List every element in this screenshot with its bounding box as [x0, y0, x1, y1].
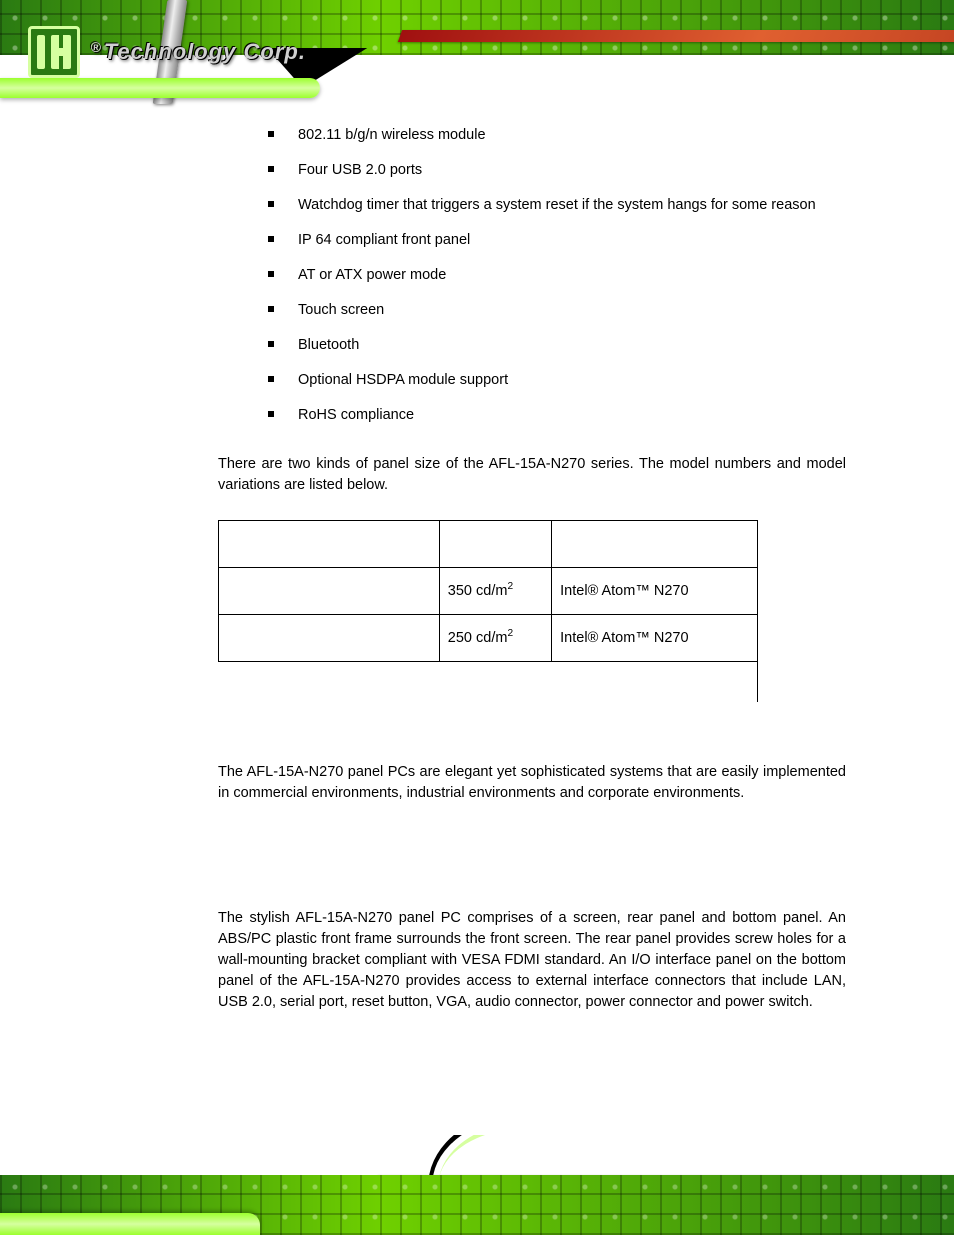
table-cell-cpu: Intel® Atom™ N270	[552, 568, 758, 615]
section-gap	[218, 828, 846, 908]
paragraph-stylish: The stylish AFL-15A-N270 panel PC compri…	[218, 908, 846, 1013]
table-cell-cpu: Intel® Atom™ N270	[552, 615, 758, 662]
table-cell-brightness: 250 cd/m2	[439, 615, 551, 662]
list-item: Optional HSDPA module support	[268, 370, 846, 391]
list-item-text: 802.11 b/g/n wireless module	[298, 127, 486, 143]
table-row: 250 cd/m2 Intel® Atom™ N270	[219, 615, 758, 662]
list-item-text: Four USB 2.0 ports	[298, 162, 422, 178]
list-item: Touch screen	[268, 300, 846, 321]
list-item: Bluetooth	[268, 335, 846, 356]
list-item-text: Touch screen	[298, 302, 384, 318]
list-item: 802.11 b/g/n wireless module	[268, 125, 846, 146]
list-item: RoHS compliance	[268, 405, 846, 426]
list-item-text: Optional HSDPA module support	[298, 372, 508, 388]
header-red-stripe	[398, 30, 954, 42]
model-table: 350 cd/m2 Intel® Atom™ N270 250 cd/m2 In…	[218, 520, 758, 662]
table-header-row	[219, 521, 758, 568]
feature-bullet-list: 802.11 b/g/n wireless module Four USB 2.…	[218, 125, 846, 426]
table-row: 350 cd/m2 Intel® Atom™ N270	[219, 568, 758, 615]
footer-banner	[0, 1135, 954, 1235]
list-item: Four USB 2.0 ports	[268, 160, 846, 181]
table-header-cell	[552, 521, 758, 568]
table-cell-brightness: 350 cd/m2	[439, 568, 551, 615]
footer-lime-stripe	[0, 1213, 260, 1235]
brand-logo: ®Technology Corp.	[28, 26, 358, 86]
brand-logo-text: ®Technology Corp.	[90, 39, 306, 65]
page-content: 802.11 b/g/n wireless module Four USB 2.…	[218, 125, 846, 1037]
brand-logo-label: Technology Corp.	[104, 39, 306, 64]
table-cell-model	[219, 568, 440, 615]
table-header-cell	[439, 521, 551, 568]
list-item: IP 64 compliant front panel	[268, 230, 846, 251]
paragraph-variants: There are two kinds of panel size of the…	[218, 454, 846, 496]
list-item-text: RoHS compliance	[298, 407, 414, 423]
table-header-cell	[219, 521, 440, 568]
registered-mark: ®	[90, 39, 101, 55]
list-item: AT or ATX power mode	[268, 265, 846, 286]
table-trailing-rule	[218, 662, 758, 702]
list-item-text: AT or ATX power mode	[298, 267, 446, 283]
brand-logo-mark-icon	[28, 26, 80, 78]
list-item-text: IP 64 compliant front panel	[298, 232, 470, 248]
table-cell-model	[219, 615, 440, 662]
paragraph-elegant: The AFL-15A-N270 panel PCs are elegant y…	[218, 762, 846, 804]
header-banner: ®Technology Corp.	[0, 0, 954, 110]
list-item: Watchdog timer that triggers a system re…	[268, 195, 846, 216]
list-item-text: Watchdog timer that triggers a system re…	[298, 197, 816, 213]
list-item-text: Bluetooth	[298, 337, 359, 353]
